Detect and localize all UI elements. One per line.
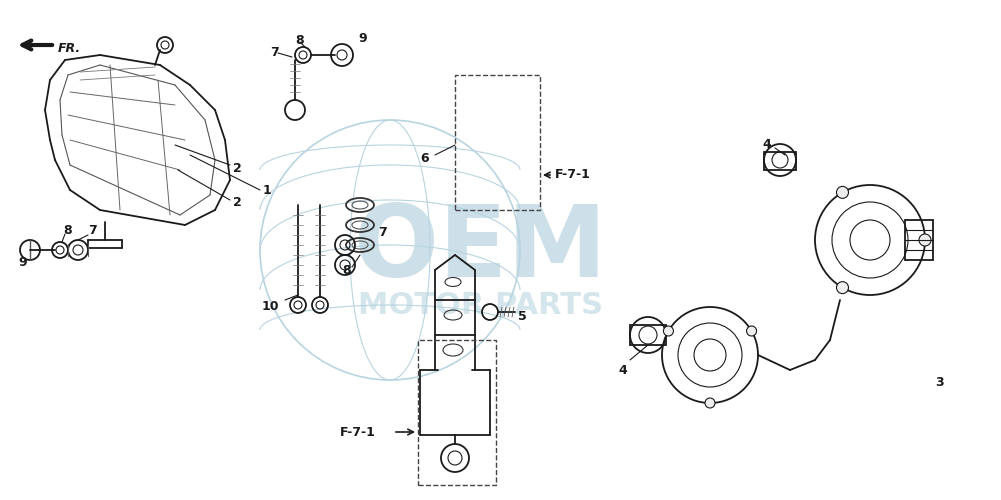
Text: 5: 5 bbox=[518, 310, 527, 324]
Bar bbox=[905, 220, 933, 260]
Text: 7: 7 bbox=[378, 226, 386, 238]
Text: F-7-1: F-7-1 bbox=[340, 426, 375, 438]
Circle shape bbox=[919, 234, 931, 246]
Circle shape bbox=[705, 398, 715, 408]
Text: 8: 8 bbox=[295, 34, 303, 46]
Text: 2: 2 bbox=[233, 196, 242, 209]
Text: 8: 8 bbox=[342, 264, 350, 276]
Bar bbox=[455, 75, 540, 210]
Text: 9: 9 bbox=[18, 256, 27, 268]
Text: 8: 8 bbox=[63, 224, 72, 236]
Text: OEM: OEM bbox=[353, 202, 607, 298]
Text: 1: 1 bbox=[263, 184, 271, 196]
Circle shape bbox=[837, 186, 849, 198]
Text: MOTOR PARTS: MOTOR PARTS bbox=[357, 290, 603, 320]
Bar bbox=[630, 325, 666, 345]
Circle shape bbox=[837, 282, 849, 294]
Text: FR.: FR. bbox=[58, 42, 81, 54]
Text: F-7-1: F-7-1 bbox=[555, 168, 591, 181]
Text: 9: 9 bbox=[358, 32, 366, 44]
Bar bbox=[764, 152, 796, 170]
Text: 3: 3 bbox=[935, 376, 944, 388]
Text: 4: 4 bbox=[618, 364, 627, 376]
Text: 6: 6 bbox=[420, 152, 428, 164]
Text: 4: 4 bbox=[762, 138, 771, 151]
Text: 7: 7 bbox=[88, 224, 97, 236]
Bar bbox=[418, 340, 496, 485]
Text: 10: 10 bbox=[262, 300, 279, 314]
Circle shape bbox=[664, 326, 674, 336]
Text: 2: 2 bbox=[233, 162, 242, 174]
Text: 7: 7 bbox=[270, 46, 278, 59]
Circle shape bbox=[747, 326, 757, 336]
